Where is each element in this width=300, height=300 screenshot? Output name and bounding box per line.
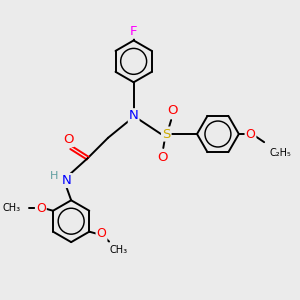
Text: O: O: [167, 104, 178, 117]
Text: O: O: [63, 133, 74, 146]
Text: O: O: [245, 128, 255, 140]
Text: S: S: [162, 128, 170, 140]
Text: H: H: [50, 171, 58, 182]
Text: O: O: [158, 151, 168, 164]
Text: CH₃: CH₃: [110, 245, 128, 255]
Text: F: F: [130, 25, 137, 38]
Text: CH₃: CH₃: [2, 203, 20, 213]
Text: N: N: [62, 174, 72, 187]
Text: O: O: [36, 202, 46, 215]
Text: N: N: [129, 109, 139, 122]
Text: C₂H₅: C₂H₅: [270, 148, 292, 158]
Text: O: O: [97, 227, 106, 241]
